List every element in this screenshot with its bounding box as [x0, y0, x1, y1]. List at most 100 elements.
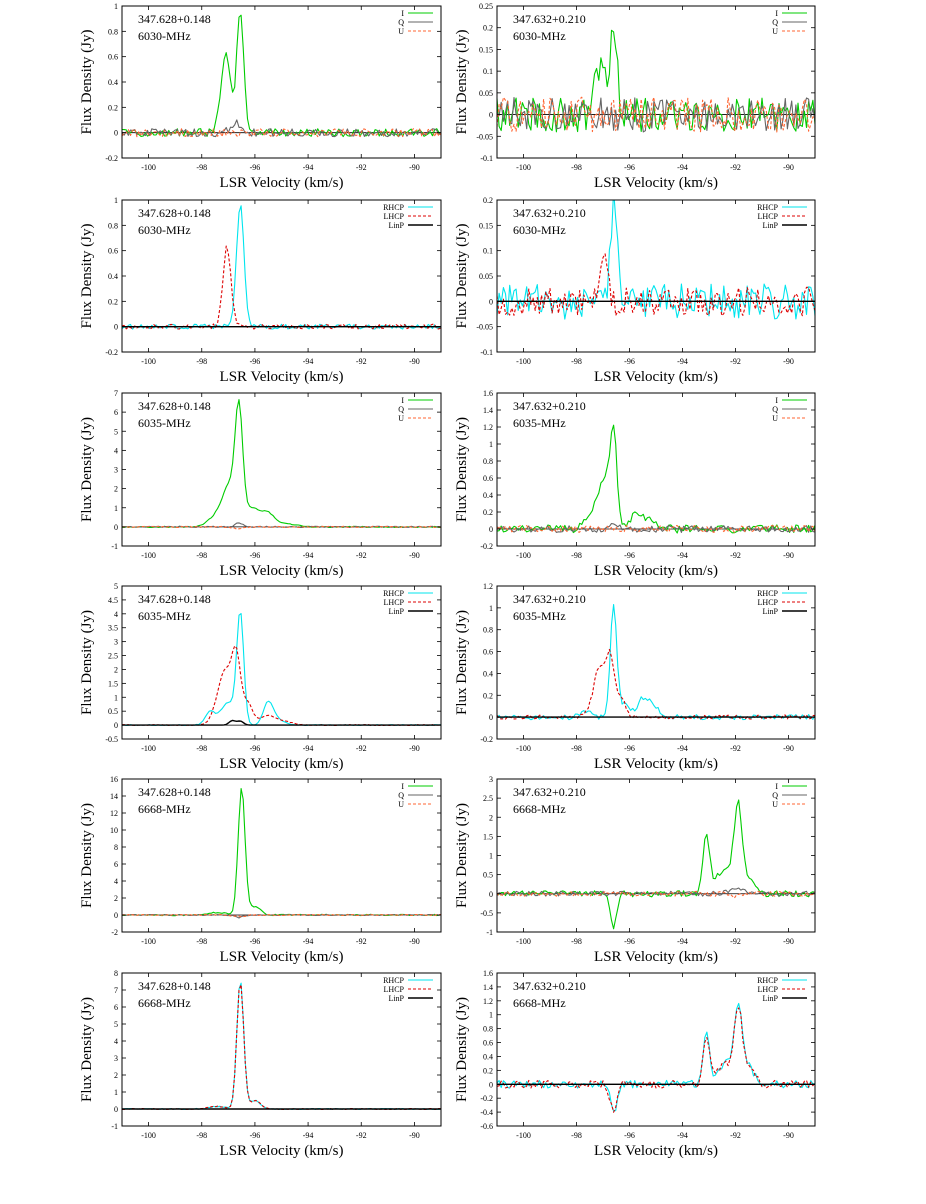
- x-tick-label: -96: [250, 551, 261, 560]
- y-tick-label: 0.8: [483, 1025, 493, 1034]
- series-line-q: [122, 119, 441, 138]
- y-tick-label: 0.4: [483, 1052, 493, 1061]
- x-axis-title: LSR Velocity (km/s): [594, 369, 718, 385]
- spectrum-panel-3: -100 -98 -96 -94 -92 -90 -0.2 0 0.2 0.4 0.6 0.8 1 LSR…: [79, 196, 442, 385]
- legend-label-u: U: [398, 27, 404, 36]
- x-tick-label: -98: [571, 1131, 582, 1140]
- x-tick-label: -100: [516, 937, 531, 946]
- y-tick-label: 2: [489, 813, 493, 822]
- y-tick-label: 1: [114, 693, 118, 702]
- plot-area: [497, 29, 815, 133]
- x-tick-label: -94: [303, 1131, 314, 1140]
- y-tick-label: 0: [114, 1105, 118, 1114]
- frequency-label: 6668-MHz: [513, 802, 566, 816]
- y-axis-title: Flux Density (Jy): [454, 803, 470, 908]
- y-tick-label: 1.4: [483, 406, 493, 415]
- y-tick-label: 3: [114, 466, 118, 475]
- y-tick-label: 0: [489, 525, 493, 534]
- legend-label-i: I: [401, 782, 404, 791]
- y-tick-label: 3: [114, 638, 118, 647]
- plot-area: [122, 399, 441, 530]
- spectrum-panel-1: -100 -98 -96 -94 -92 -90 -0.2 0 0.2 0.4 0.6 0.8 1 LSR…: [79, 2, 442, 191]
- x-tick-label: -96: [624, 1131, 635, 1140]
- series-line-u: [497, 890, 815, 899]
- y-axis-title: Flux Density (Jy): [454, 223, 470, 328]
- y-tick-label: 1: [114, 2, 118, 11]
- y-tick-label: 2.5: [483, 794, 493, 803]
- x-tick-label: -90: [783, 357, 794, 366]
- y-axis-title: Flux Density (Jy): [454, 417, 470, 522]
- x-tick-label: -90: [409, 163, 420, 172]
- x-tick-label: -96: [624, 163, 635, 172]
- frequency-label: 6668-MHz: [138, 802, 191, 816]
- plot-area: [122, 982, 441, 1111]
- x-tick-label: -90: [409, 744, 420, 753]
- legend-label-q: Q: [398, 405, 404, 414]
- y-tick-label: 0.6: [108, 247, 118, 256]
- series-line-lhcp: [122, 645, 441, 727]
- x-tick-label: -92: [730, 1131, 741, 1140]
- y-tick-label: -0.05: [476, 323, 493, 332]
- y-tick-label: -0.2: [480, 1094, 493, 1103]
- x-axis-title: LSR Velocity (km/s): [220, 563, 344, 579]
- legend-label-lhcp: LHCP: [384, 212, 405, 221]
- y-tick-label: 14: [110, 792, 118, 801]
- x-tick-label: -100: [516, 163, 531, 172]
- source-name: 347.628+0.148: [138, 399, 211, 413]
- x-tick-label: -100: [516, 1131, 531, 1140]
- x-tick-label: -96: [250, 744, 261, 753]
- y-tick-label: 5: [114, 427, 118, 436]
- legend-label-linp: LinP: [762, 221, 778, 230]
- legend-label-u: U: [772, 27, 778, 36]
- x-tick-label: -96: [250, 163, 261, 172]
- y-tick-label: 0: [114, 323, 118, 332]
- x-axis-title: LSR Velocity (km/s): [594, 1143, 718, 1159]
- x-tick-label: -92: [730, 937, 741, 946]
- y-tick-label: 0.2: [108, 103, 118, 112]
- y-tick-label: 0.6: [483, 648, 493, 657]
- y-tick-label: 6: [114, 408, 118, 417]
- x-tick-label: -98: [571, 163, 582, 172]
- plot-area: [122, 205, 441, 330]
- y-tick-label: -0.1: [480, 154, 493, 163]
- x-tick-label: -92: [730, 744, 741, 753]
- series-line-lhcp: [497, 253, 815, 317]
- x-tick-label: -90: [409, 357, 420, 366]
- y-tick-label: 0.2: [483, 196, 493, 205]
- x-tick-label: -98: [196, 551, 207, 560]
- x-tick-label: -94: [677, 744, 688, 753]
- x-tick-label: -100: [516, 357, 531, 366]
- plot-area: [497, 424, 815, 534]
- spectrum-panel-7: -100 -98 -96 -94 -92 -90 -0.5 0 0.5 1 1.5 2 2.5 3 3.5 4…: [79, 582, 442, 772]
- legend-label-linp: LinP: [388, 607, 404, 616]
- x-tick-label: -98: [571, 744, 582, 753]
- y-tick-label: -0.5: [480, 909, 493, 918]
- y-tick-label: 6: [114, 860, 118, 869]
- legend-label-rhcp: RHCP: [383, 203, 404, 212]
- plot-area: [497, 200, 815, 320]
- frequency-label: 6030-MHz: [513, 29, 566, 43]
- x-axis-title: LSR Velocity (km/s): [220, 1143, 344, 1159]
- y-axis-title: Flux Density (Jy): [79, 29, 95, 134]
- legend-label-u: U: [398, 414, 404, 423]
- legend-label-rhcp: RHCP: [757, 589, 778, 598]
- x-tick-label: -96: [250, 937, 261, 946]
- x-tick-label: -96: [250, 1131, 261, 1140]
- legend-label-linp: LinP: [762, 994, 778, 1003]
- x-tick-label: -96: [624, 357, 635, 366]
- y-tick-label: 0.2: [483, 24, 493, 33]
- y-tick-label: 12: [110, 809, 118, 818]
- legend-label-i: I: [401, 9, 404, 18]
- y-tick-label: 1.5: [483, 832, 493, 841]
- y-tick-label: 0.4: [108, 272, 118, 281]
- y-tick-label: -0.2: [105, 348, 118, 357]
- y-axis-title: Flux Density (Jy): [454, 29, 470, 134]
- x-tick-label: -96: [250, 357, 261, 366]
- y-tick-label: -0.2: [480, 735, 493, 744]
- source-name: 347.628+0.148: [138, 206, 211, 220]
- y-tick-label: 4: [114, 877, 118, 886]
- legend-label-q: Q: [398, 18, 404, 27]
- x-tick-label: -98: [571, 937, 582, 946]
- plot-area: [122, 613, 441, 727]
